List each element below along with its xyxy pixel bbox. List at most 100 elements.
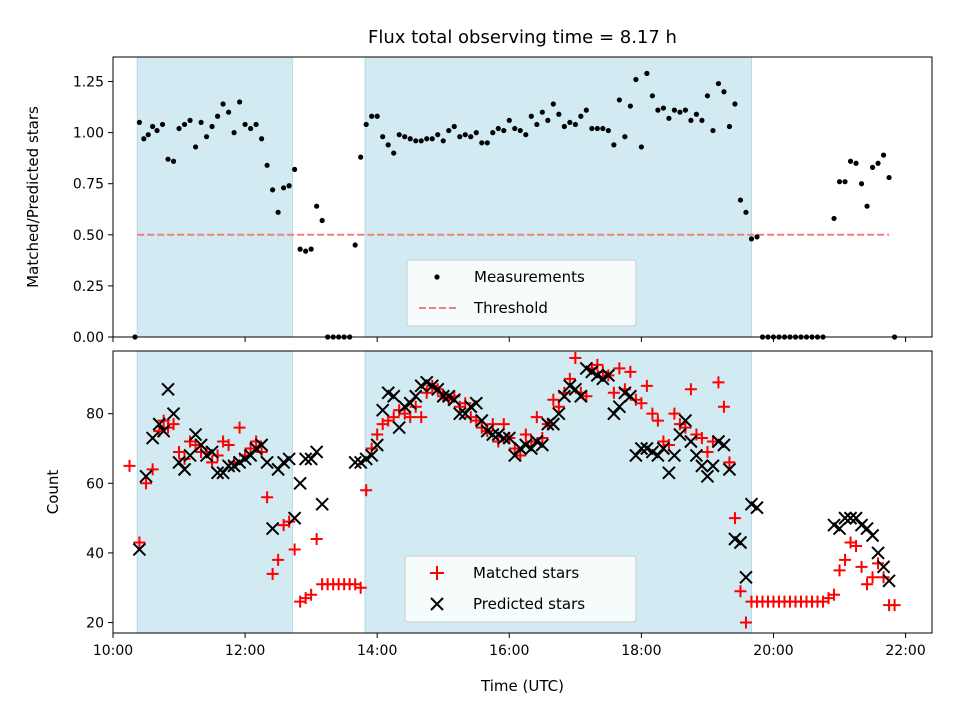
predicted-stars-point xyxy=(574,389,588,403)
matched-stars-point xyxy=(855,560,868,573)
predicted-stars-point xyxy=(601,368,616,383)
measurements-point xyxy=(743,209,749,215)
measurements-point xyxy=(693,111,700,117)
measurements-point xyxy=(677,109,683,115)
count-x-tick-label: 10:00 xyxy=(93,643,133,659)
measurements-point xyxy=(699,117,705,123)
predicted-stars-point xyxy=(364,448,379,463)
predicted-stars-point xyxy=(684,434,698,449)
measurements-point xyxy=(649,93,655,99)
measurements-point xyxy=(600,125,606,132)
measurements-point xyxy=(435,132,441,138)
measurements-point xyxy=(314,203,320,209)
predicted-stars-point xyxy=(750,500,764,515)
measurements-point xyxy=(836,179,843,185)
measurements-point xyxy=(281,185,287,191)
measurements-point xyxy=(369,113,375,119)
measurements-point xyxy=(391,150,397,156)
predicted-stars-point xyxy=(849,511,863,525)
measurements-point xyxy=(165,156,171,162)
measurements-point xyxy=(847,158,854,164)
matched-stars-point xyxy=(250,435,263,448)
measurements-point xyxy=(303,248,309,254)
measurements-point xyxy=(589,125,595,132)
matched-stars-point xyxy=(305,588,318,601)
measurements-point xyxy=(407,136,413,142)
measurements-point xyxy=(616,97,622,103)
measurements-point xyxy=(413,138,419,144)
count-x-tick-label: 18:00 xyxy=(621,643,661,659)
measurements-point xyxy=(154,127,160,134)
ratio-legend-box xyxy=(406,259,637,327)
measurements-point xyxy=(248,125,254,132)
matched-stars-point xyxy=(613,362,626,375)
measurements-legend-label: Measurements xyxy=(474,268,585,286)
measurements-point xyxy=(462,132,468,138)
measurements-point xyxy=(633,76,639,83)
measurements-legend-marker xyxy=(434,274,440,280)
measurements-point xyxy=(150,123,156,130)
measurements-point xyxy=(578,113,584,119)
matched-stars-point xyxy=(717,400,730,413)
predicted-stars-point xyxy=(739,570,753,585)
predicted-stars-point xyxy=(210,466,225,480)
ratio-y-tick-label: 1.25 xyxy=(73,75,104,91)
measurements-point xyxy=(831,215,837,222)
predicted-stars-point xyxy=(265,521,280,536)
matched-stars-point xyxy=(123,459,136,472)
predicted-stars-point xyxy=(689,448,704,463)
matched-stars-point xyxy=(734,585,747,598)
measurements-point xyxy=(446,127,452,134)
measurements-point xyxy=(270,187,276,193)
ratio-y-axis-label: Matched/Predicted stars xyxy=(24,106,42,288)
measurements-point xyxy=(242,121,248,128)
predicted-stars-point xyxy=(876,560,891,574)
predicted-stars-point xyxy=(838,511,852,525)
measurements-point xyxy=(754,234,760,240)
measurements-point xyxy=(220,101,226,107)
matched-stars-point xyxy=(133,536,146,549)
measurements-point xyxy=(209,123,215,130)
measurements-point xyxy=(655,107,661,113)
measurements-point xyxy=(236,99,243,105)
predicted-stars-point xyxy=(722,462,737,477)
matched-stars-point xyxy=(354,581,367,594)
measurements-point xyxy=(457,134,463,140)
measurements-point xyxy=(732,101,738,107)
predicted-stars-point xyxy=(375,403,390,417)
predicted-stars-point xyxy=(843,511,858,525)
measurements-point xyxy=(512,125,518,132)
matched-stars-point xyxy=(415,411,428,424)
predicted-stars-point xyxy=(706,459,720,473)
count-y-tick-label: 40 xyxy=(86,546,104,562)
matched-stars-point xyxy=(525,435,538,448)
predicted-stars-point xyxy=(871,546,885,560)
measurements-point xyxy=(715,80,722,87)
measurements-point xyxy=(292,166,298,173)
measurements-point xyxy=(880,152,887,158)
measurements-point xyxy=(556,111,562,117)
count-x-tick-label: 20:00 xyxy=(753,643,793,659)
predicted-stars-point xyxy=(156,424,171,438)
measurements-point xyxy=(141,136,147,142)
matched-stars-point xyxy=(173,445,186,458)
predicted-stars-point xyxy=(183,448,197,463)
predicted-stars-point xyxy=(502,431,516,445)
measurements-point xyxy=(561,123,567,130)
measurements-point xyxy=(176,125,182,132)
measurements-point xyxy=(688,117,694,123)
predicted-stars-point xyxy=(546,417,561,431)
measurements-point xyxy=(726,123,733,130)
matched-stars-point xyxy=(530,411,543,424)
predicted-stars-point xyxy=(865,528,880,543)
measurements-point xyxy=(259,136,265,142)
matched-stars-point xyxy=(233,421,246,434)
matched-stars-point xyxy=(591,358,604,371)
predicted-stars-point xyxy=(370,438,384,452)
predicted-stars-point xyxy=(194,438,208,452)
predicted-stars-point xyxy=(145,431,160,445)
predicted-stars-point xyxy=(552,406,566,421)
predicted-stars-point xyxy=(348,455,362,470)
measurements-point xyxy=(181,121,188,128)
